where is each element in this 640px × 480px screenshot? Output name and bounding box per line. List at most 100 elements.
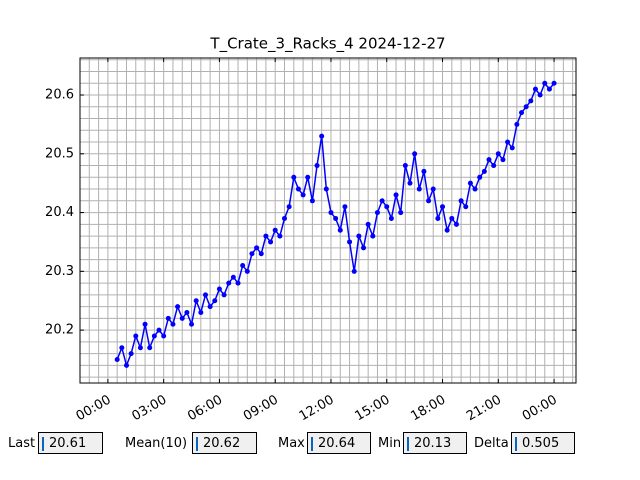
- data-point: [319, 133, 325, 139]
- data-point: [161, 333, 167, 339]
- data-point: [230, 274, 236, 280]
- data-point: [356, 233, 362, 239]
- data-point: [337, 227, 343, 233]
- stat-value: 20.13: [403, 432, 467, 454]
- y-tick-label: 20.5: [45, 146, 74, 161]
- data-point: [235, 280, 241, 286]
- data-point: [221, 292, 227, 298]
- y-tick-label: 20.2: [45, 323, 74, 338]
- data-point: [481, 168, 487, 174]
- data-point: [351, 268, 357, 274]
- data-point: [435, 215, 441, 221]
- x-tick-label: 09:00: [241, 393, 281, 425]
- data-point: [281, 215, 287, 221]
- data-point: [514, 121, 520, 127]
- data-point: [165, 315, 171, 321]
- data-point: [184, 309, 190, 315]
- data-point: [175, 304, 181, 310]
- data-point: [374, 210, 380, 216]
- data-point: [528, 98, 534, 104]
- data-point: [491, 163, 497, 169]
- data-point: [114, 356, 120, 362]
- data-point: [328, 210, 334, 216]
- data-point: [416, 186, 422, 192]
- data-point: [509, 145, 515, 151]
- data-point: [216, 286, 222, 292]
- stat-value: 20.64: [307, 432, 371, 454]
- data-point: [179, 315, 185, 321]
- data-point: [477, 174, 483, 180]
- data-point: [198, 309, 204, 315]
- data-point: [170, 321, 176, 327]
- data-point: [258, 251, 264, 257]
- data-point: [347, 239, 353, 245]
- data-point: [249, 251, 255, 257]
- chart-title: T_Crate_3_Racks_4 2024-12-27: [209, 35, 445, 54]
- data-point: [505, 139, 511, 145]
- data-point: [263, 233, 269, 239]
- y-tick-label: 20.4: [45, 205, 74, 220]
- data-point: [532, 86, 538, 92]
- data-point: [207, 304, 213, 310]
- data-point: [551, 80, 557, 86]
- x-tick-label: 21:00: [464, 393, 504, 425]
- data-point: [268, 239, 274, 245]
- data-point: [123, 362, 129, 368]
- data-point: [393, 192, 399, 198]
- data-point: [370, 233, 376, 239]
- data-point: [305, 174, 311, 180]
- data-point: [453, 221, 459, 227]
- data-point: [426, 198, 432, 204]
- data-point: [467, 180, 473, 186]
- data-point: [254, 245, 260, 251]
- data-point: [272, 227, 278, 233]
- data-point: [189, 321, 195, 327]
- x-tick-label: 18:00: [408, 393, 448, 425]
- data-point: [295, 186, 301, 192]
- plot-frame: [79, 57, 577, 384]
- data-point: [486, 157, 492, 163]
- data-point: [286, 204, 292, 210]
- data-point: [472, 186, 478, 192]
- data-point: [151, 333, 157, 339]
- data-point: [523, 104, 529, 110]
- x-tick-label: 00:00: [520, 393, 560, 425]
- data-point: [226, 280, 232, 286]
- y-tick-label: 20.3: [45, 264, 74, 279]
- data-point: [430, 186, 436, 192]
- data-point: [291, 174, 297, 180]
- y-tick-label: 20.6: [45, 88, 74, 103]
- data-point: [137, 345, 143, 351]
- data-point: [463, 204, 469, 210]
- data-point: [495, 151, 501, 157]
- data-point: [519, 110, 525, 116]
- data-point: [407, 180, 413, 186]
- data-point: [333, 215, 339, 221]
- stat-label: Last: [8, 436, 36, 451]
- stat-value: 0.505: [511, 432, 575, 454]
- data-point: [119, 345, 125, 351]
- data-point: [365, 221, 371, 227]
- data-point: [500, 157, 506, 163]
- data-point: [244, 268, 250, 274]
- x-tick-label: 12:00: [297, 393, 337, 425]
- data-point: [128, 351, 134, 357]
- data-point: [402, 163, 408, 169]
- data-point: [147, 345, 153, 351]
- stat-label: Max: [278, 436, 305, 451]
- data-point: [379, 198, 385, 204]
- stat-label: Delta: [474, 436, 509, 451]
- data-point: [440, 204, 446, 210]
- data-point: [412, 151, 418, 157]
- data-point: [361, 245, 367, 251]
- data-point: [444, 227, 450, 233]
- data-point: [277, 233, 283, 239]
- data-point: [388, 215, 394, 221]
- data-point: [398, 210, 404, 216]
- x-tick-label: 03:00: [129, 393, 169, 425]
- data-point: [314, 163, 320, 169]
- stat-label: Min: [378, 436, 402, 451]
- stat-label: Mean(10): [125, 436, 188, 451]
- data-point: [240, 262, 246, 268]
